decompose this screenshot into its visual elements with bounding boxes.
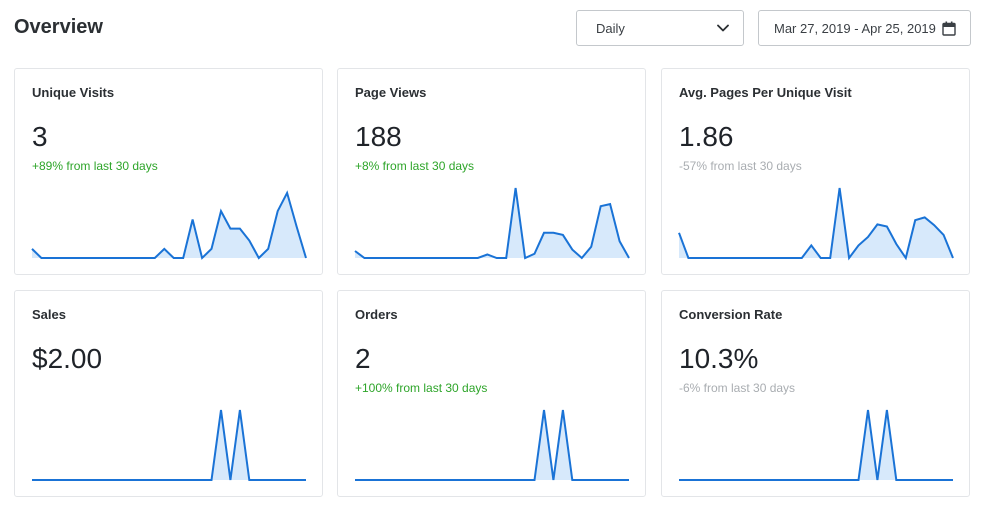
sparkline-line bbox=[355, 409, 629, 481]
chevron-down-icon bbox=[717, 24, 729, 32]
sparkline-chart bbox=[354, 187, 630, 260]
metric-change: +8% from last 30 days bbox=[355, 159, 475, 173]
sparkline-area bbox=[32, 410, 306, 480]
metric-title: Orders bbox=[355, 307, 398, 322]
metric-card-avg-pages: Avg. Pages Per Unique Visit 1.86 -57% fr… bbox=[661, 68, 970, 275]
sparkline-area bbox=[355, 188, 629, 258]
sparkline-line bbox=[679, 409, 953, 481]
metric-value: 3 bbox=[32, 121, 48, 152]
sparkline-line bbox=[354, 187, 630, 260]
sparkline-chart bbox=[32, 409, 306, 481]
sparkline-area bbox=[355, 410, 629, 480]
metric-card-orders: Orders 2 +100% from last 30 days bbox=[337, 290, 646, 497]
sparkline-chart bbox=[355, 409, 629, 481]
sparkline-line bbox=[31, 190, 307, 260]
metric-title: Sales bbox=[32, 307, 66, 322]
metric-value: 10.3% bbox=[679, 343, 759, 374]
metric-card-conversion-rate: Conversion Rate 10.3% -6% from last 30 d… bbox=[661, 290, 970, 497]
metric-value: 2 bbox=[355, 343, 371, 374]
metric-change: -6% from last 30 days bbox=[679, 381, 796, 395]
page-title: Overview bbox=[14, 16, 103, 38]
sparkline-chart bbox=[31, 190, 307, 260]
date-range-value: Mar 27, 2019 - Apr 25, 2019 bbox=[774, 20, 936, 36]
metric-value: 1.86 bbox=[679, 121, 734, 152]
sparkline-area bbox=[679, 188, 953, 258]
metric-title: Avg. Pages Per Unique Visit bbox=[679, 85, 852, 100]
metric-value: 188 bbox=[355, 121, 402, 152]
metric-change: +100% from last 30 days bbox=[355, 381, 488, 395]
calendar-icon bbox=[942, 21, 956, 36]
metric-value: $2.00 bbox=[32, 343, 103, 374]
sparkline-chart bbox=[679, 409, 953, 481]
period-dropdown-value: Daily bbox=[596, 20, 625, 36]
sparkline-area bbox=[32, 192, 306, 258]
sparkline-chart bbox=[678, 187, 954, 261]
date-range-picker[interactable]: Mar 27, 2019 - Apr 25, 2019 bbox=[758, 10, 971, 46]
metric-change: -57% from last 30 days bbox=[679, 159, 802, 173]
metric-title: Page Views bbox=[355, 85, 427, 100]
metric-card-page-views: Page Views 188 +8% from last 30 days bbox=[337, 68, 646, 275]
sparkline-area bbox=[679, 410, 953, 480]
metric-card-unique-visits: Unique Visits 3 +89% from last 30 days bbox=[14, 68, 323, 275]
metric-change: +89% from last 30 days bbox=[32, 159, 158, 173]
sparkline-line bbox=[678, 187, 954, 261]
metric-title: Conversion Rate bbox=[679, 307, 783, 322]
period-dropdown[interactable]: Daily bbox=[576, 10, 744, 46]
metric-card-sales: Sales $2.00 bbox=[14, 290, 323, 497]
sparkline-line bbox=[32, 409, 306, 481]
metric-title: Unique Visits bbox=[32, 85, 115, 100]
